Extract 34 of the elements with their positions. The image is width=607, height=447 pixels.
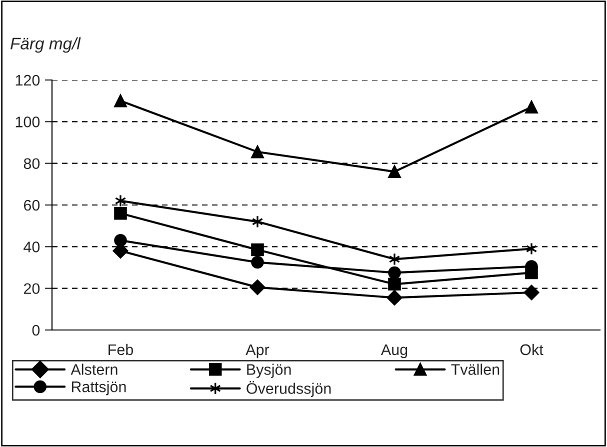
- point: [388, 252, 400, 266]
- legend-label: Bysjön: [247, 364, 291, 378]
- point: [524, 284, 540, 300]
- point: [388, 278, 401, 291]
- x-tick-label: Aug: [380, 344, 408, 358]
- y-tick-label: 100: [16, 116, 40, 128]
- point: [252, 215, 264, 228]
- legend-label: Tvällen: [451, 364, 500, 375]
- legend-label: Överudssjön: [246, 380, 331, 397]
- y-tick-label: 120: [16, 74, 40, 86]
- point: [251, 243, 264, 256]
- point: [386, 290, 402, 306]
- y-tick-label: 80: [24, 158, 40, 170]
- point: [114, 206, 127, 220]
- point: [250, 280, 266, 295]
- point: [114, 234, 127, 247]
- point: [251, 145, 264, 158]
- y-tick-label: 0: [32, 324, 40, 336]
- y-axis-title: Färg mg/l: [10, 37, 81, 53]
- y-tick-label: 60: [24, 200, 40, 211]
- x-tick-label: Feb: [108, 344, 134, 356]
- point: [525, 100, 538, 114]
- point: [114, 94, 127, 108]
- point: [388, 165, 401, 178]
- y-tick-label: 20: [24, 283, 40, 294]
- y-tick-label: 40: [24, 242, 40, 252]
- point: [251, 256, 264, 269]
- x-tick-label: Okt: [520, 344, 544, 356]
- point: [388, 266, 401, 280]
- legend-label: Alstern: [70, 364, 118, 375]
- legend-label: Rattsjön: [72, 380, 126, 396]
- x-tick-label: Apr: [246, 344, 270, 358]
- point: [114, 194, 126, 208]
- point: [526, 242, 538, 256]
